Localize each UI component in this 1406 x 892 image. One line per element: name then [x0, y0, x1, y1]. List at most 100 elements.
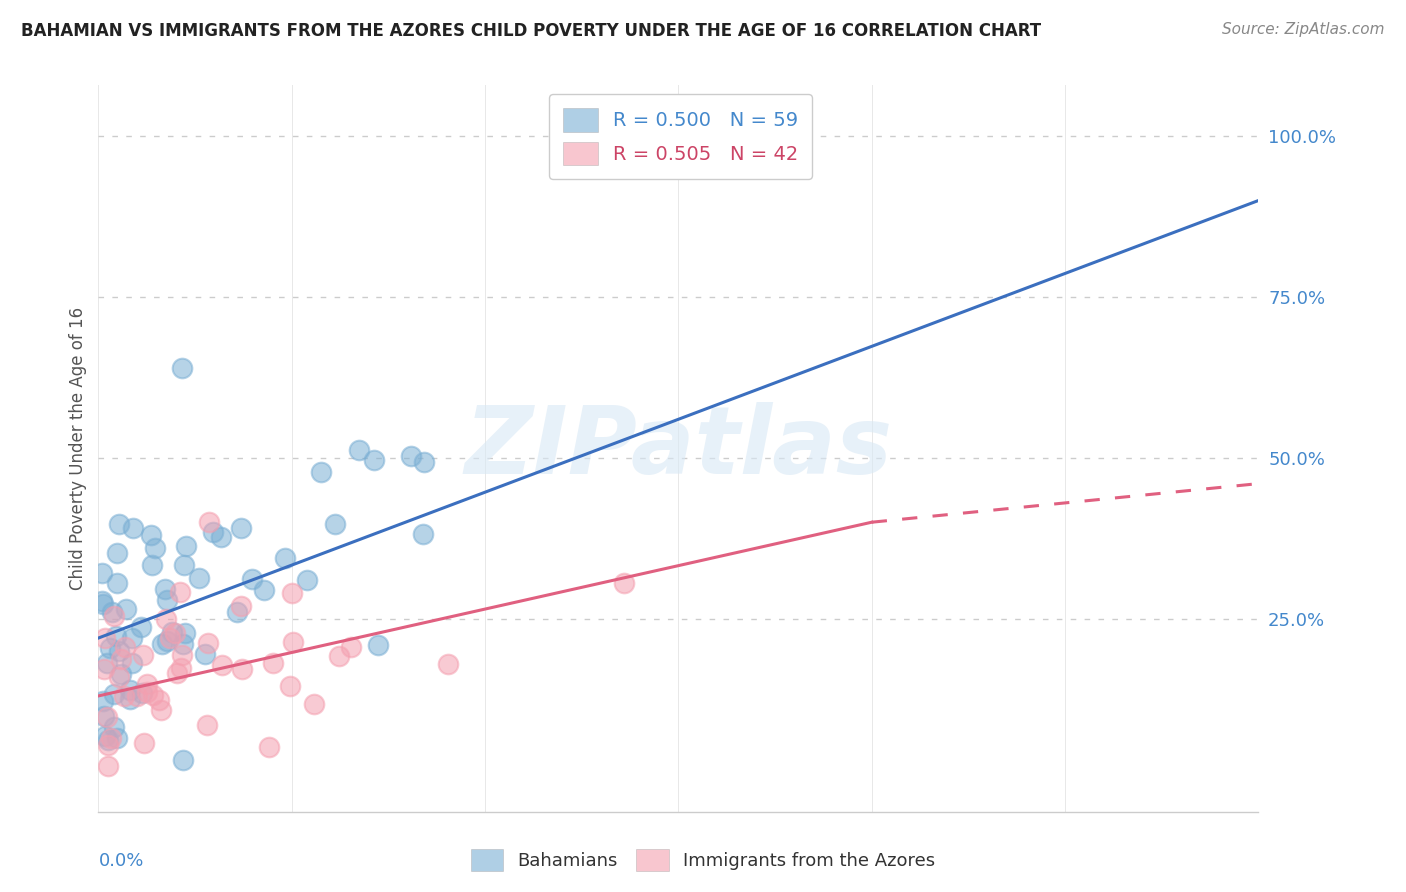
Point	[134, 736, 156, 750]
Point	[278, 679, 301, 693]
Point	[197, 635, 219, 649]
Point	[231, 521, 253, 535]
Point	[142, 688, 165, 702]
Point	[172, 753, 194, 767]
Point	[155, 582, 177, 596]
Point	[121, 631, 143, 645]
Point	[172, 648, 194, 662]
Point	[120, 692, 142, 706]
Point	[174, 626, 197, 640]
Point	[257, 739, 280, 754]
Point	[131, 686, 153, 700]
Point	[195, 717, 218, 731]
Point	[139, 527, 162, 541]
Point	[170, 361, 193, 376]
Point	[103, 608, 125, 623]
Point	[105, 546, 128, 560]
Point	[231, 599, 253, 614]
Point	[169, 661, 191, 675]
Point	[209, 530, 232, 544]
Y-axis label: Child Poverty Under the Age of 16: Child Poverty Under the Age of 16	[69, 307, 87, 590]
Point	[97, 759, 120, 773]
Point	[115, 602, 138, 616]
Point	[253, 583, 276, 598]
Point	[163, 626, 186, 640]
Point	[169, 584, 191, 599]
Point	[103, 720, 125, 734]
Text: ZIPatlas: ZIPatlas	[464, 402, 893, 494]
Point	[150, 703, 173, 717]
Point	[96, 656, 118, 670]
Point	[112, 689, 135, 703]
Text: 0.0%: 0.0%	[98, 852, 143, 870]
Point	[283, 635, 305, 649]
Point	[108, 670, 131, 684]
Point	[114, 640, 136, 654]
Point	[93, 709, 115, 723]
Point	[323, 517, 346, 532]
Point	[121, 656, 143, 670]
Point	[94, 632, 117, 646]
Point	[309, 465, 332, 479]
Point	[347, 442, 370, 457]
Point	[262, 656, 284, 670]
Point	[150, 637, 173, 651]
Point	[172, 637, 194, 651]
Point	[105, 731, 128, 745]
Point	[159, 631, 181, 645]
Point	[399, 449, 422, 463]
Point	[136, 677, 159, 691]
Point	[297, 573, 319, 587]
Point	[156, 634, 179, 648]
Point	[231, 661, 253, 675]
Point	[91, 566, 114, 581]
Point	[110, 652, 132, 666]
Point	[281, 586, 304, 600]
Legend: R = 0.500   N = 59, R = 0.505   N = 42: R = 0.500 N = 59, R = 0.505 N = 42	[548, 95, 811, 179]
Point	[155, 612, 177, 626]
Point	[304, 697, 326, 711]
Point	[91, 598, 114, 612]
Point	[107, 644, 129, 658]
Point	[194, 647, 217, 661]
Point	[135, 685, 157, 699]
Point	[197, 515, 219, 529]
Point	[211, 657, 233, 672]
Point	[93, 662, 115, 676]
Point	[105, 576, 128, 591]
Point	[166, 665, 188, 680]
Point	[160, 625, 183, 640]
Point	[412, 455, 434, 469]
Point	[141, 558, 163, 573]
Point	[328, 648, 350, 663]
Point	[104, 629, 127, 643]
Point	[120, 682, 142, 697]
Point	[173, 558, 195, 572]
Point	[129, 620, 152, 634]
Text: BAHAMIAN VS IMMIGRANTS FROM THE AZORES CHILD POVERTY UNDER THE AGE OF 16 CORRELA: BAHAMIAN VS IMMIGRANTS FROM THE AZORES C…	[21, 22, 1042, 40]
Point	[103, 687, 125, 701]
Point	[155, 593, 177, 607]
Point	[91, 594, 114, 608]
Point	[613, 575, 636, 590]
Point	[125, 689, 148, 703]
Point	[97, 733, 120, 747]
Point	[240, 572, 263, 586]
Point	[110, 666, 132, 681]
Text: Source: ZipAtlas.com: Source: ZipAtlas.com	[1222, 22, 1385, 37]
Point	[437, 657, 460, 672]
Point	[100, 731, 122, 746]
Point	[367, 638, 389, 652]
Point	[274, 551, 297, 566]
Point	[101, 605, 124, 619]
Point	[201, 525, 224, 540]
Point	[412, 527, 434, 541]
Point	[91, 694, 114, 708]
Point	[100, 641, 122, 656]
Point	[339, 640, 361, 654]
Point	[363, 453, 385, 467]
Point	[148, 693, 170, 707]
Point	[225, 605, 247, 619]
Point	[188, 571, 211, 585]
Point	[97, 738, 120, 752]
